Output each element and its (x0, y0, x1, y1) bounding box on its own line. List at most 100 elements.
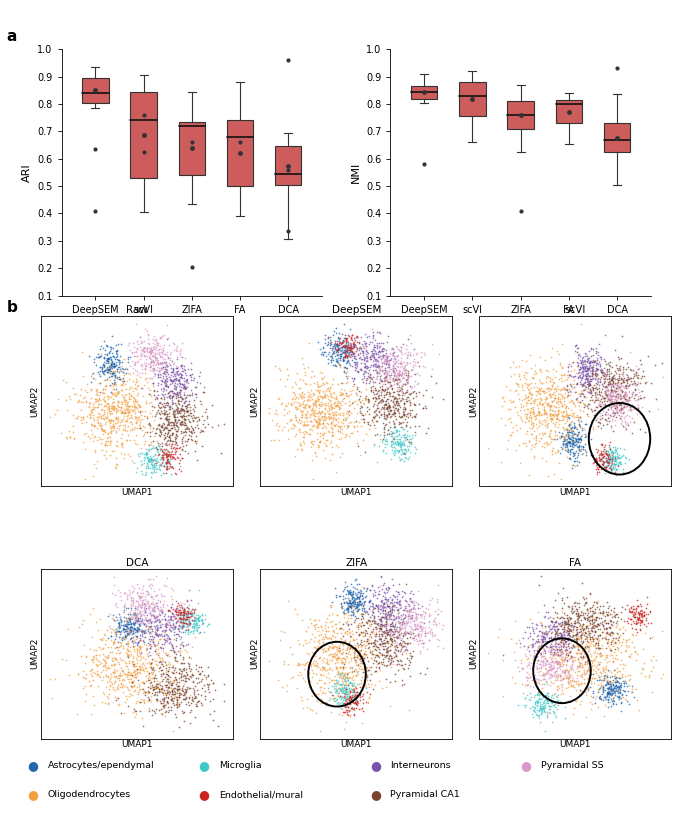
Point (541, 393, 552, 406)
Point (134, 599, 145, 612)
Point (345, 344, 356, 357)
Point (202, 617, 213, 630)
Point (171, 605, 182, 618)
Point (169, 692, 179, 705)
Point (549, 660, 560, 673)
Point (599, 407, 610, 420)
Point (351, 600, 362, 613)
Point (149, 611, 160, 624)
Point (145, 351, 155, 365)
Point (619, 392, 630, 405)
Point (164, 370, 175, 383)
Point (175, 383, 186, 397)
Point (155, 424, 166, 437)
Point (566, 425, 577, 438)
Point (395, 608, 406, 621)
Point (73, 409, 84, 422)
Point (576, 667, 587, 681)
Point (623, 419, 634, 432)
Point (132, 342, 142, 355)
Point (412, 622, 423, 635)
Point (375, 580, 386, 593)
Point (162, 571, 173, 585)
Point (180, 686, 191, 699)
Point (377, 344, 388, 357)
Point (375, 603, 386, 616)
Point (93, 431, 104, 444)
Point (580, 360, 590, 374)
Point (580, 591, 591, 604)
Point (125, 360, 136, 373)
Point (339, 603, 350, 617)
Point (387, 599, 398, 612)
Point (105, 358, 116, 371)
Point (602, 686, 613, 699)
Point (193, 413, 204, 426)
Point (139, 686, 150, 699)
Point (612, 683, 623, 696)
Point (587, 420, 598, 433)
Point (632, 612, 643, 625)
Point (617, 363, 628, 376)
Point (362, 617, 373, 630)
Point (401, 428, 412, 441)
Point (151, 609, 162, 622)
Point (573, 677, 584, 690)
Point (155, 452, 166, 466)
Point (306, 616, 317, 629)
Point (571, 603, 582, 616)
Point (580, 626, 591, 640)
Point (534, 625, 545, 638)
Point (368, 357, 379, 370)
Point (128, 679, 139, 692)
Point (282, 657, 293, 670)
Point (151, 589, 162, 602)
Point (175, 621, 186, 634)
Point (632, 694, 643, 707)
Point (370, 355, 381, 368)
Point (367, 386, 378, 399)
Point (408, 385, 419, 398)
Point (351, 342, 362, 355)
Point (397, 662, 408, 675)
Point (160, 698, 171, 711)
Point (544, 635, 555, 648)
Point (612, 351, 623, 364)
Point (356, 599, 366, 612)
Point (347, 342, 358, 355)
Point (590, 689, 601, 702)
Point (310, 383, 321, 397)
Point (318, 630, 329, 643)
Point (379, 383, 390, 396)
Point (329, 677, 340, 690)
Point (408, 614, 419, 627)
Point (127, 336, 138, 349)
Point (549, 698, 560, 711)
Point (626, 606, 637, 619)
Point (382, 635, 393, 648)
Point (590, 393, 601, 406)
Point (109, 662, 120, 675)
Point (136, 464, 147, 477)
Point (620, 639, 631, 652)
Point (134, 612, 145, 625)
Point (530, 695, 541, 708)
Point (527, 406, 538, 419)
Point (99, 658, 110, 672)
Point (559, 434, 570, 447)
Point (155, 357, 166, 370)
Point (577, 363, 588, 376)
Point (592, 373, 603, 386)
Point (138, 601, 149, 614)
Point (148, 340, 159, 353)
Point (520, 436, 531, 449)
Point (527, 708, 538, 721)
Point (358, 415, 369, 429)
Point (390, 364, 401, 377)
Point (143, 684, 154, 697)
Point (394, 599, 405, 612)
Point (127, 455, 138, 468)
Y-axis label: UMAP2: UMAP2 (31, 386, 40, 417)
Point (134, 678, 145, 691)
Point (401, 626, 412, 639)
